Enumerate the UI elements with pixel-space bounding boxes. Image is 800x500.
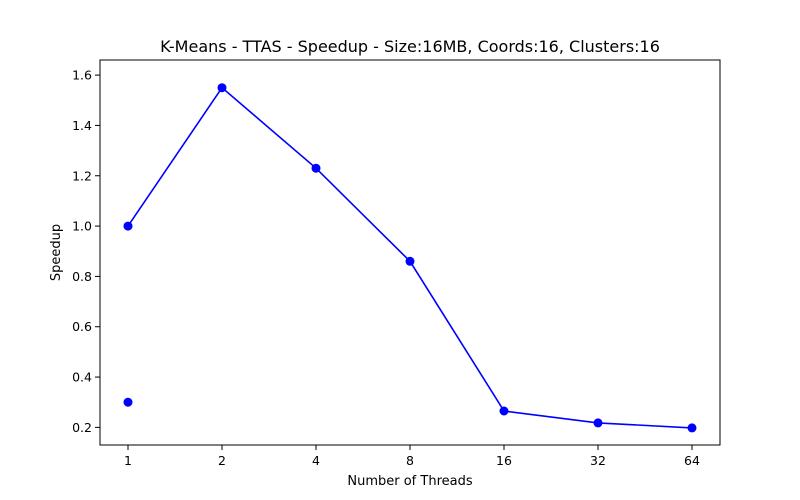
x-tick-label: 2 <box>218 453 226 468</box>
plot-area-frame <box>99 59 721 446</box>
x-tick-label: 32 <box>590 453 606 468</box>
y-tick-label: 1.4 <box>72 118 92 133</box>
x-axis-label: Number of Threads <box>347 474 472 489</box>
y-tick-label: 1.2 <box>72 168 92 183</box>
y-axis-label: Speedup <box>49 224 64 281</box>
data-point <box>593 418 603 428</box>
y-tick-label: 0.4 <box>72 370 92 385</box>
y-tick-label: 0.2 <box>72 420 92 435</box>
data-point <box>217 83 227 93</box>
x-tick-label: 16 <box>496 453 512 468</box>
y-tick-label: 0.6 <box>72 319 92 334</box>
x-tick-label: 4 <box>312 453 320 468</box>
chart-title: K-Means - TTAS - Speedup - Size:16MB, Co… <box>160 37 660 56</box>
y-tick-label: 1.0 <box>72 219 92 234</box>
y-axis-ticks: 0.2 0.4 0.6 0.8 1.0 1.2 1.4 1.6 <box>72 68 100 435</box>
x-tick-label: 64 <box>684 453 700 468</box>
y-tick-label: 1.6 <box>72 68 92 83</box>
data-point <box>405 256 415 266</box>
x-tick-label: 1 <box>124 453 132 468</box>
data-point <box>499 406 509 416</box>
data-point <box>311 163 321 173</box>
data-point <box>123 221 133 231</box>
y-tick-label: 0.8 <box>72 269 92 284</box>
series-layer <box>123 83 697 433</box>
x-axis-ticks: 1 2 4 8 16 32 64 <box>124 445 700 468</box>
data-point <box>123 397 133 407</box>
x-tick-label: 8 <box>406 453 414 468</box>
data-point <box>687 423 697 433</box>
